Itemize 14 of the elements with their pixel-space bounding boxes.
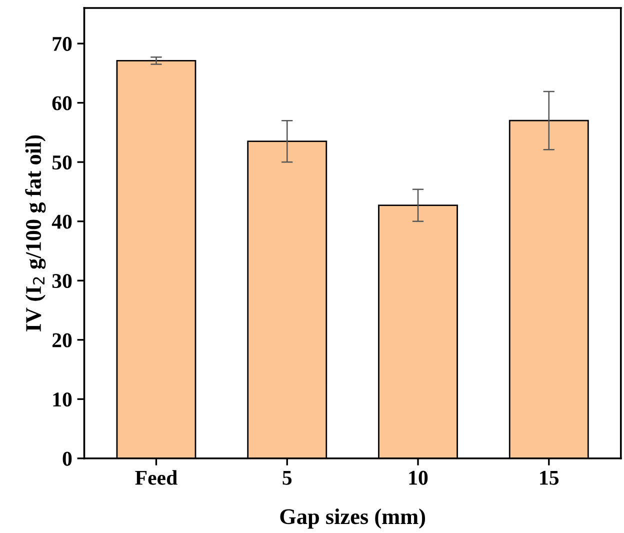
- y-tick-label: 60: [52, 96, 72, 110]
- x-tick-label: Feed: [135, 470, 178, 485]
- x-tick-label: 10: [409, 470, 428, 485]
- y-tick-label: 0: [62, 452, 72, 466]
- y-tick-label: 50: [52, 155, 72, 170]
- y-tick-label: 30: [52, 274, 72, 288]
- x-axis-title: Gap sizes (mm): [280, 508, 426, 529]
- y-tick-label: 20: [52, 333, 72, 348]
- y-tick-label: 10: [53, 392, 72, 407]
- x-tick-label: 15: [540, 470, 559, 485]
- y-tick-label: 40: [52, 214, 72, 229]
- y-axis-title: IV (I$_{2}$ g/100 g fat oil): [25, 135, 46, 332]
- x-tick-label: 5: [282, 471, 292, 485]
- y-tick-label: 70: [52, 36, 72, 51]
